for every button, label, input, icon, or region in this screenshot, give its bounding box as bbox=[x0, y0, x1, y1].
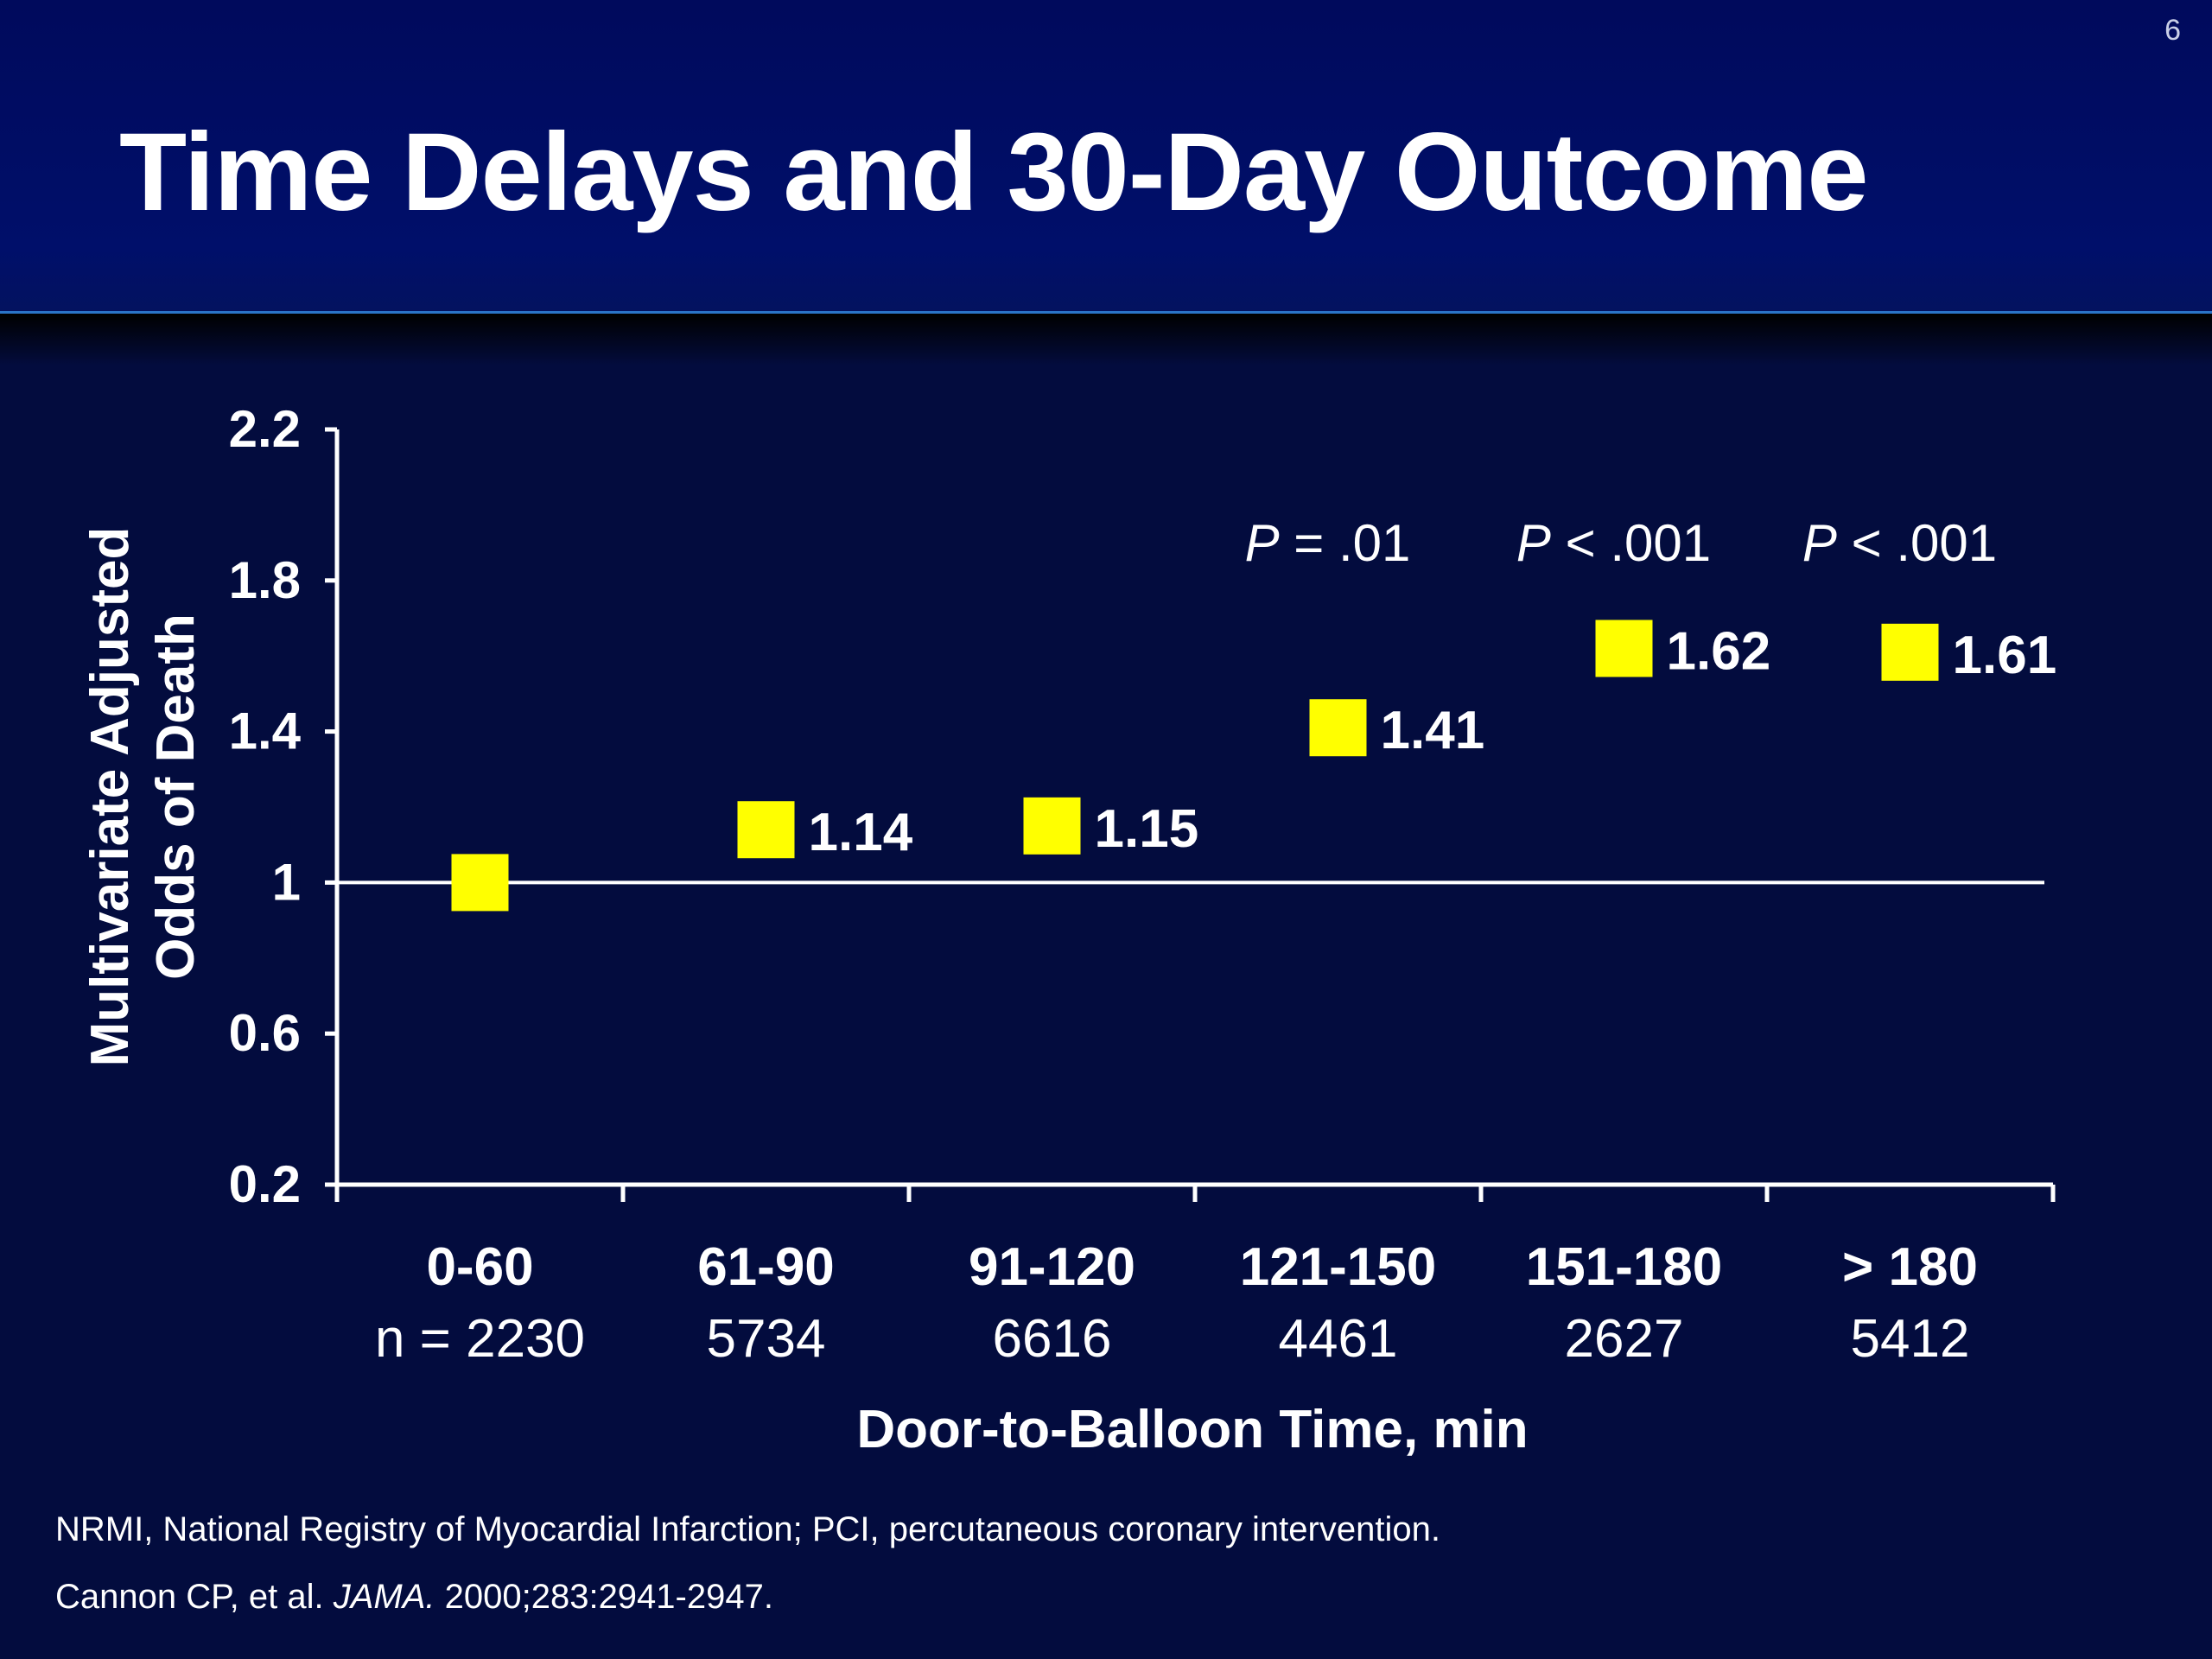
p-value-label: P < .001 bbox=[1802, 514, 1997, 572]
y-tick-label: 0.6 bbox=[229, 1004, 301, 1062]
p-value-label: P = .01 bbox=[1245, 514, 1411, 572]
x-tick-label: 151-180 bbox=[1526, 1237, 1723, 1297]
p-value-text: = .01 bbox=[1280, 514, 1411, 572]
sample-size-label: 5734 bbox=[707, 1309, 826, 1369]
data-label: 1.41 bbox=[1381, 701, 1485, 760]
title-bar bbox=[0, 0, 2212, 314]
footnote-abbreviations: NRMI, National Registry of Myocardial In… bbox=[55, 1510, 1440, 1548]
citation-journal: JAMA. bbox=[333, 1578, 435, 1616]
x-tick-label: > 180 bbox=[1842, 1237, 1978, 1297]
p-value-text: < .001 bbox=[1837, 514, 1997, 572]
x-tick-label: 91-120 bbox=[969, 1237, 1135, 1297]
sample-size-label: n = 2230 bbox=[375, 1309, 585, 1369]
slide-title: Time Delays and 30-Day Outcome bbox=[119, 111, 1869, 234]
y-tick-label: 2.2 bbox=[229, 400, 301, 458]
odds-marker bbox=[1595, 620, 1653, 677]
odds-marker bbox=[1881, 623, 1939, 681]
citation-authors: Cannon CP, et al. bbox=[55, 1578, 334, 1616]
sample-size-label: 5412 bbox=[1851, 1309, 1970, 1369]
data-label: 1.62 bbox=[1667, 621, 1771, 681]
data-label: 1.15 bbox=[1095, 799, 1199, 859]
x-tick-label: 121-150 bbox=[1240, 1237, 1437, 1297]
odds-marker bbox=[1309, 699, 1367, 757]
x-tick-label: 0-60 bbox=[426, 1237, 533, 1297]
y-tick-label: 1.4 bbox=[229, 702, 302, 760]
p-value-label: P < .001 bbox=[1516, 514, 1711, 572]
y-axis-title: Multivariate Adjusted Odds of Death bbox=[80, 527, 206, 1067]
sample-size-label: 6616 bbox=[993, 1309, 1112, 1369]
slide-number: 6 bbox=[2164, 14, 2181, 47]
data-label: 1.14 bbox=[809, 803, 913, 862]
y-axis-title-line: Multivariate Adjusted bbox=[80, 527, 140, 1067]
y-tick-label: 1 bbox=[272, 853, 301, 911]
x-tick-label: 61-90 bbox=[697, 1237, 835, 1297]
y-tick-label: 0.2 bbox=[229, 1155, 301, 1213]
odds-marker bbox=[1023, 797, 1081, 855]
p-value-symbol: P bbox=[1245, 514, 1280, 572]
data-label: 1.61 bbox=[1953, 626, 2057, 685]
x-axis-title: Door-to-Balloon Time, min bbox=[856, 1400, 1528, 1459]
y-axis-title-line: Odds of Death bbox=[146, 613, 206, 980]
p-value-symbol: P bbox=[1516, 514, 1551, 572]
p-value-text: < .001 bbox=[1551, 514, 1711, 572]
footnote-citation: Cannon CP, et al. JAMA. 2000;283:2941-29… bbox=[55, 1578, 773, 1617]
sample-size-label: 2627 bbox=[1565, 1309, 1684, 1369]
citation-details: 2000;283:2941-2947. bbox=[435, 1578, 773, 1616]
p-value-symbol: P bbox=[1802, 514, 1837, 572]
odds-marker bbox=[451, 854, 509, 912]
title-bar-shadow bbox=[0, 314, 2212, 365]
sample-size-label: 4461 bbox=[1279, 1309, 1398, 1369]
y-tick-label: 1.8 bbox=[229, 551, 301, 609]
odds-marker bbox=[737, 801, 795, 859]
